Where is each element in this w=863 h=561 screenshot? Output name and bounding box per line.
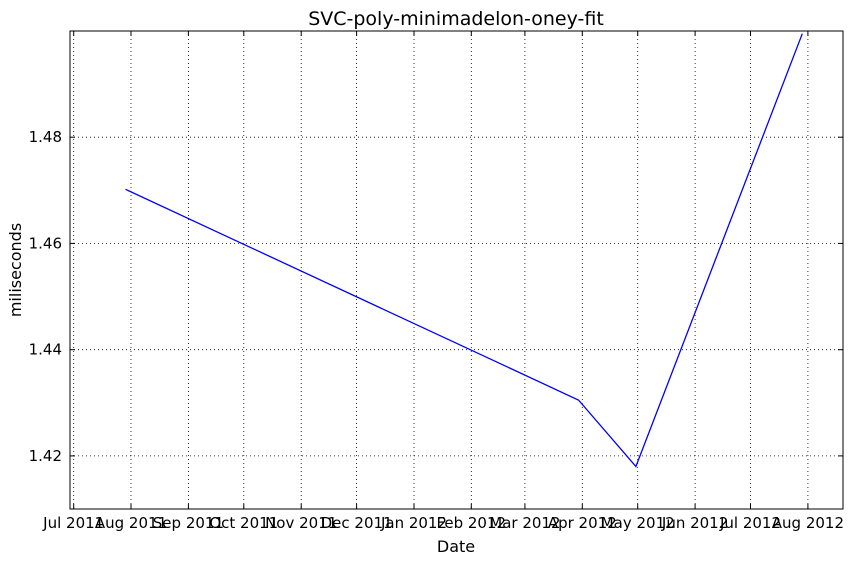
x-tick-label: Aug 2011: [95, 514, 167, 532]
x-tick-label: Nov 2011: [265, 514, 337, 532]
y-tick-label: 1.42: [29, 447, 62, 465]
series-layer: [125, 33, 803, 468]
x-tick-label: Oct 2011: [209, 514, 278, 532]
y-tick-labels: 1.42 1.44 1.46 1.48: [29, 128, 62, 465]
plot-frame: [69, 30, 844, 510]
x-tick-label: Sep 2011: [153, 514, 224, 532]
y-tick-label: 1.48: [29, 128, 62, 146]
x-tick-label: Feb 2012: [437, 514, 507, 532]
y-tick-label: 1.46: [29, 234, 62, 252]
x-tick-label: Jun 2012: [661, 514, 728, 532]
x-tick-label: Dec 2011: [321, 514, 393, 532]
x-tick-label: Jul 2012: [719, 514, 781, 532]
x-tick-label: Apr 2012: [548, 514, 617, 532]
series-line: [125, 33, 803, 468]
x-axis-label: Date: [437, 537, 475, 556]
chart-title: SVC-poly-minimadelon-oney-fit: [308, 8, 604, 30]
x-tick-label: Aug 2012: [772, 514, 844, 532]
y-axis-label: miliseconds: [6, 223, 25, 317]
grid-lines: [70, 31, 843, 509]
x-tick-label: Jul 2011: [42, 514, 104, 532]
y-tick-label: 1.44: [29, 341, 62, 359]
x-tick-label: Jan 2012: [380, 514, 447, 532]
tick-marks: [70, 31, 843, 509]
x-tick-label: Mar 2012: [489, 514, 560, 532]
x-tick-label: May 2012: [601, 514, 675, 532]
